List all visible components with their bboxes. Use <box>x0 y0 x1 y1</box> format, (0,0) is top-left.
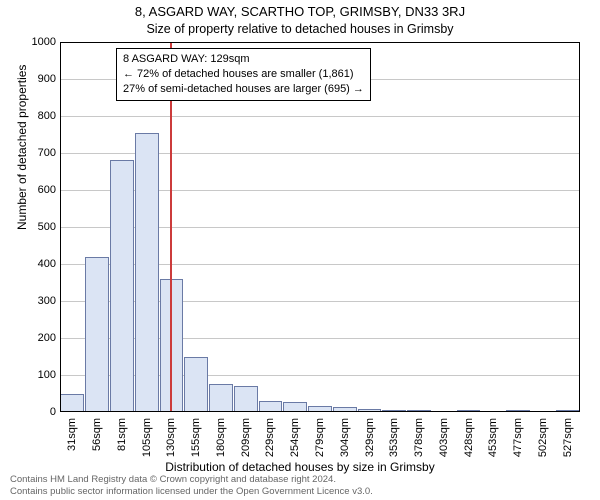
y-tick: 400 <box>22 258 56 270</box>
x-tick: 130sqm <box>165 418 177 457</box>
x-tick: 329sqm <box>364 418 376 457</box>
x-tick: 403sqm <box>438 418 450 457</box>
x-tick: 304sqm <box>339 418 351 457</box>
info-line-2: ← 72% of detached houses are smaller (1,… <box>123 67 364 82</box>
x-tick: 180sqm <box>215 418 227 457</box>
info-line-3: 27% of semi-detached houses are larger (… <box>123 82 364 97</box>
y-tick: 700 <box>22 147 56 159</box>
footer-line-2: Contains public sector information licen… <box>10 486 373 498</box>
footer-line-1: Contains HM Land Registry data © Crown c… <box>10 474 373 486</box>
info-box: 8 ASGARD WAY: 129sqm ← 72% of detached h… <box>116 48 371 101</box>
y-tick: 1000 <box>22 36 56 48</box>
page-title: 8, ASGARD WAY, SCARTHO TOP, GRIMSBY, DN3… <box>0 4 600 19</box>
chart-subtitle: Size of property relative to detached ho… <box>0 22 600 36</box>
x-tick: 378sqm <box>413 418 425 457</box>
x-tick: 105sqm <box>141 418 153 457</box>
y-tick: 600 <box>22 184 56 196</box>
x-tick: 428sqm <box>463 418 475 457</box>
x-tick: 209sqm <box>240 418 252 457</box>
x-tick: 81sqm <box>116 418 128 451</box>
x-tick: 254sqm <box>289 418 301 457</box>
y-tick: 200 <box>22 332 56 344</box>
info-line-1: 8 ASGARD WAY: 129sqm <box>123 52 364 67</box>
y-tick: 100 <box>22 369 56 381</box>
x-tick: 31sqm <box>66 418 78 451</box>
y-tick: 0 <box>22 406 56 418</box>
y-tick: 800 <box>22 110 56 122</box>
x-tick: 527sqm <box>562 418 574 457</box>
plot-area: 8 ASGARD WAY: 129sqm ← 72% of detached h… <box>60 42 580 412</box>
footer: Contains HM Land Registry data © Crown c… <box>10 474 373 498</box>
x-tick: 453sqm <box>487 418 499 457</box>
x-tick: 56sqm <box>91 418 103 451</box>
x-tick: 229sqm <box>264 418 276 457</box>
x-tick: 279sqm <box>314 418 326 457</box>
y-tick: 900 <box>22 73 56 85</box>
x-axis-label: Distribution of detached houses by size … <box>0 460 600 474</box>
x-tick: 477sqm <box>512 418 524 457</box>
y-tick: 300 <box>22 295 56 307</box>
chart-root: 8, ASGARD WAY, SCARTHO TOP, GRIMSBY, DN3… <box>0 0 600 500</box>
y-tick: 500 <box>22 221 56 233</box>
x-tick: 353sqm <box>388 418 400 457</box>
x-tick: 502sqm <box>537 418 549 457</box>
x-tick: 155sqm <box>190 418 202 457</box>
